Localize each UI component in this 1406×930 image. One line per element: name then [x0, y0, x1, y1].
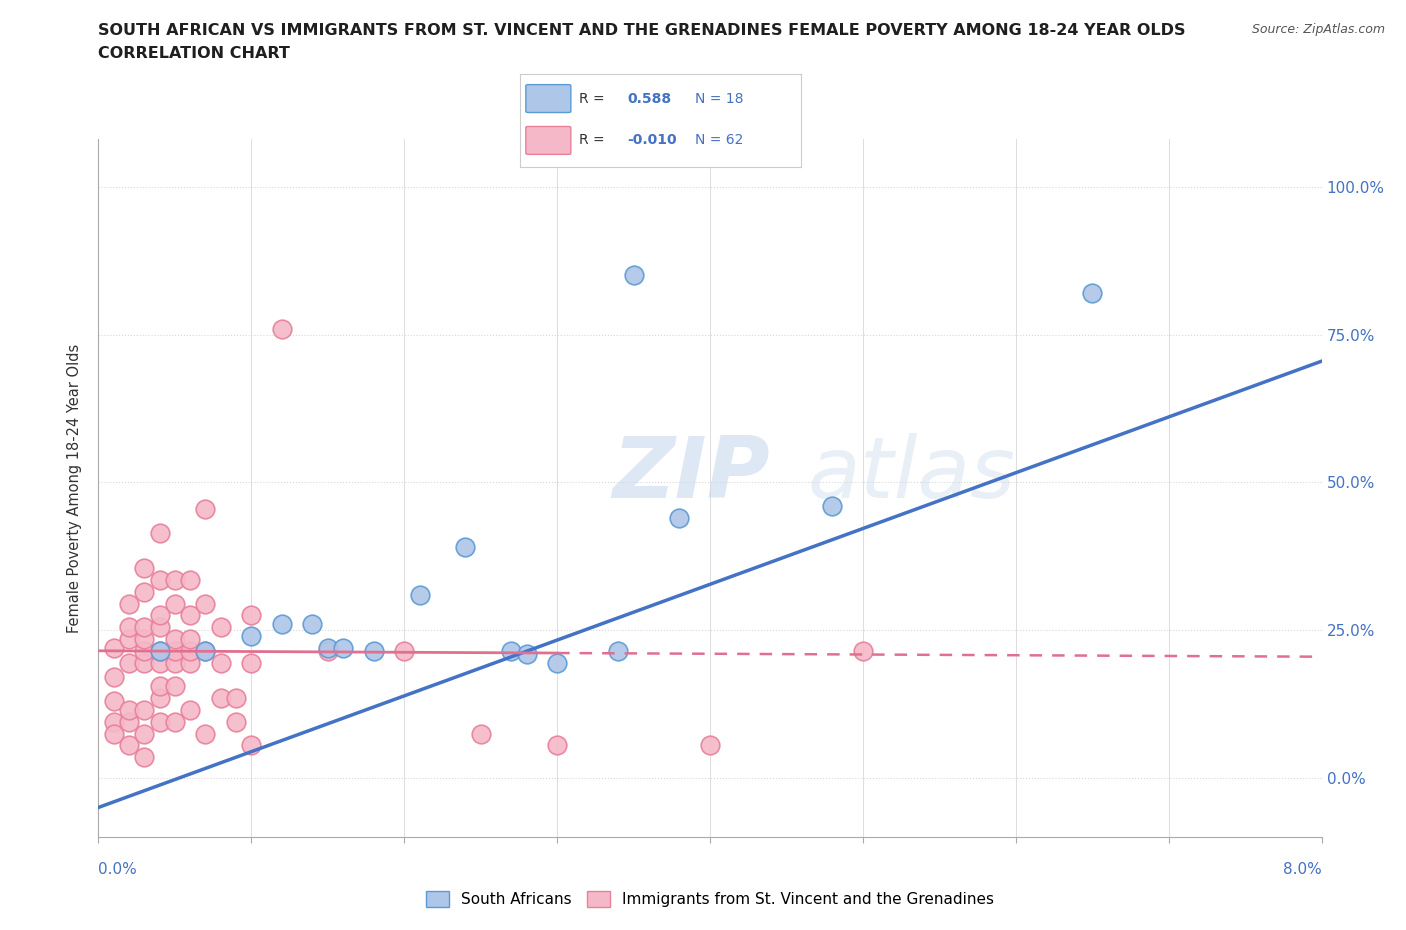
- Point: [546, 656, 568, 671]
- Point: [118, 714, 141, 729]
- Point: [149, 644, 172, 658]
- Point: [470, 726, 492, 741]
- Point: [194, 501, 217, 516]
- Point: [194, 726, 217, 741]
- FancyBboxPatch shape: [526, 126, 571, 154]
- Point: [179, 702, 201, 717]
- Point: [149, 619, 172, 634]
- Point: [194, 644, 217, 658]
- Point: [209, 619, 232, 634]
- Point: [149, 608, 172, 623]
- Text: CORRELATION CHART: CORRELATION CHART: [98, 46, 290, 61]
- Point: [149, 679, 172, 694]
- Point: [623, 268, 645, 283]
- Point: [501, 644, 523, 658]
- Point: [149, 644, 172, 658]
- Point: [607, 644, 630, 658]
- Point: [240, 629, 263, 644]
- Point: [301, 617, 323, 631]
- Point: [149, 656, 172, 671]
- Point: [1081, 286, 1104, 300]
- Point: [408, 587, 430, 602]
- Point: [149, 573, 172, 588]
- Point: [270, 617, 294, 631]
- Point: [163, 679, 186, 694]
- Point: [179, 656, 201, 671]
- Point: [179, 573, 201, 588]
- Text: SOUTH AFRICAN VS IMMIGRANTS FROM ST. VINCENT AND THE GRENADINES FEMALE POVERTY A: SOUTH AFRICAN VS IMMIGRANTS FROM ST. VIN…: [98, 23, 1185, 38]
- Point: [118, 631, 141, 646]
- Point: [194, 644, 217, 658]
- Text: N = 18: N = 18: [695, 91, 742, 106]
- Point: [134, 644, 156, 658]
- Point: [852, 644, 875, 658]
- Point: [454, 540, 477, 555]
- Point: [240, 656, 263, 671]
- Point: [194, 596, 217, 611]
- Point: [134, 631, 156, 646]
- Point: [392, 644, 416, 658]
- Text: Source: ZipAtlas.com: Source: ZipAtlas.com: [1251, 23, 1385, 36]
- Text: 0.0%: 0.0%: [98, 862, 138, 877]
- Point: [134, 619, 156, 634]
- Point: [179, 608, 201, 623]
- Point: [134, 702, 156, 717]
- Point: [103, 641, 125, 656]
- Point: [316, 644, 339, 658]
- Point: [118, 619, 141, 634]
- Point: [668, 511, 690, 525]
- Point: [163, 644, 186, 658]
- Point: [163, 631, 186, 646]
- Text: R =: R =: [579, 91, 605, 106]
- Text: -0.010: -0.010: [627, 133, 676, 148]
- Point: [163, 714, 186, 729]
- Point: [134, 656, 156, 671]
- Y-axis label: Female Poverty Among 18-24 Year Olds: Female Poverty Among 18-24 Year Olds: [67, 343, 83, 633]
- Point: [134, 726, 156, 741]
- Point: [118, 596, 141, 611]
- Point: [134, 750, 156, 764]
- Point: [240, 608, 263, 623]
- Point: [209, 691, 232, 706]
- Point: [163, 573, 186, 588]
- Text: 8.0%: 8.0%: [1282, 862, 1322, 877]
- Text: atlas: atlas: [808, 432, 1017, 516]
- Point: [179, 631, 201, 646]
- Point: [163, 656, 186, 671]
- Point: [163, 596, 186, 611]
- Point: [225, 691, 247, 706]
- Point: [225, 714, 247, 729]
- Point: [821, 498, 844, 513]
- Point: [149, 691, 172, 706]
- Point: [134, 584, 156, 599]
- Point: [118, 702, 141, 717]
- Point: [134, 561, 156, 576]
- Point: [316, 641, 339, 656]
- Point: [149, 525, 172, 540]
- Legend: South Africans, Immigrants from St. Vincent and the Grenadines: South Africans, Immigrants from St. Vinc…: [420, 884, 1000, 913]
- Point: [149, 714, 172, 729]
- Point: [240, 737, 263, 752]
- Text: R =: R =: [579, 133, 605, 148]
- Text: ZIP: ZIP: [612, 432, 770, 516]
- Point: [546, 737, 568, 752]
- Point: [332, 641, 354, 656]
- Point: [103, 714, 125, 729]
- Point: [103, 670, 125, 684]
- Point: [179, 644, 201, 658]
- Point: [118, 737, 141, 752]
- FancyBboxPatch shape: [526, 85, 571, 113]
- Point: [699, 737, 721, 752]
- Point: [103, 694, 125, 709]
- Point: [363, 644, 385, 658]
- Text: 0.588: 0.588: [627, 91, 671, 106]
- Point: [103, 726, 125, 741]
- Point: [270, 321, 294, 336]
- Text: N = 62: N = 62: [695, 133, 742, 148]
- Point: [209, 656, 232, 671]
- Point: [516, 646, 538, 661]
- Point: [118, 656, 141, 671]
